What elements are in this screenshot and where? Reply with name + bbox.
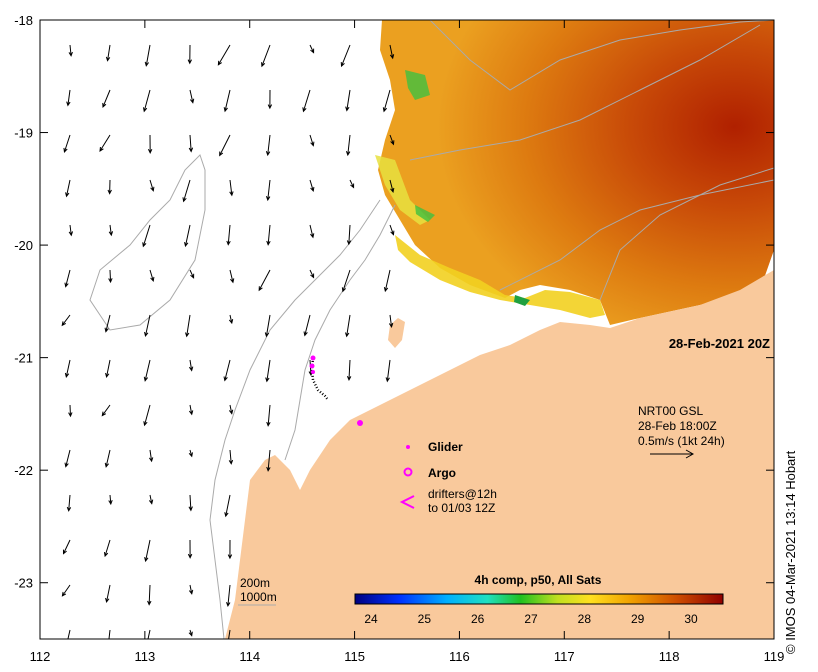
- lat-tick-label: -18: [14, 13, 33, 28]
- lon-tick-label: 112: [30, 649, 51, 664]
- lat-tick-label: -21: [14, 351, 33, 366]
- colorbar-tick-label: 28: [578, 612, 592, 626]
- glider-track: [309, 355, 363, 426]
- map-timestamp: 28-Feb-2021 20Z: [669, 336, 770, 351]
- colorbar-tick-label: 27: [524, 612, 538, 626]
- isobath-legend: 200m 1000m: [238, 576, 277, 606]
- lon-tick-label: 114: [239, 649, 260, 664]
- colorbar-tick-label: 29: [631, 612, 645, 626]
- lon-axis: 112 113 114 115 116 117 118 119: [30, 649, 785, 664]
- legend-drifters-1: drifters@12h: [428, 487, 497, 501]
- plot-area: [40, 20, 774, 639]
- lon-tick-label: 118: [659, 649, 680, 664]
- colorbar-tick-label: 26: [471, 612, 485, 626]
- sst-field: [378, 20, 774, 325]
- current-vectors: [61, 44, 395, 639]
- isobath-contours: [89, 20, 774, 639]
- lat-tick-label: -20: [14, 238, 33, 253]
- marker-legend: Glider Argo drifters@12h to 01/03 12Z: [399, 440, 497, 515]
- legend-argo: Argo: [428, 466, 456, 480]
- colorbar-tick-label: 30: [684, 612, 698, 626]
- lon-tick-label: 116: [449, 649, 470, 664]
- sst-fringe: [395, 235, 605, 318]
- current-ref-scale: 0.5m/s (1kt 24h): [638, 434, 725, 448]
- current-ref-source: NRT00 GSL: [638, 404, 703, 418]
- credit-label: © IMOS 04-Mar-2021 13:14 Hobart: [783, 450, 798, 654]
- drifter-marker-icon: [399, 495, 415, 509]
- isobath-200: 200m: [240, 576, 270, 590]
- current-ref-arrow-icon: [650, 449, 695, 459]
- lon-tick-label: 117: [554, 649, 575, 664]
- argo-marker-icon: [403, 467, 413, 477]
- lon-tick-label: 115: [344, 649, 365, 664]
- glider-marker-icon: [406, 445, 410, 449]
- current-reference: NRT00 GSL 28-Feb 18:00Z 0.5m/s (1kt 24h): [638, 404, 725, 459]
- land: [225, 270, 774, 639]
- isobath-1000: 1000m: [240, 590, 277, 604]
- colorbar-tick-label: 24: [364, 612, 378, 626]
- lon-tick-label: 119: [764, 649, 785, 664]
- colorbar-tick-label: 25: [418, 612, 432, 626]
- current-ref-time: 28-Feb 18:00Z: [638, 419, 717, 433]
- legend-drifters-2: to 01/03 12Z: [428, 501, 495, 515]
- frame: [39, 19, 775, 640]
- colorbar-title: 4h comp, p50, All Sats: [475, 573, 602, 587]
- lat-axis: -18 -19 -20 -21 -22 -23: [14, 13, 33, 591]
- legend-glider: Glider: [428, 440, 463, 454]
- lon-tick-label: 113: [134, 649, 155, 664]
- lat-tick-label: -23: [14, 576, 33, 591]
- lat-tick-label: -22: [14, 463, 33, 478]
- lat-tick-label: -19: [14, 126, 33, 141]
- colorbar: 4h comp, p50, All Sats 24 25 26 27 28 29 30: [354, 573, 724, 626]
